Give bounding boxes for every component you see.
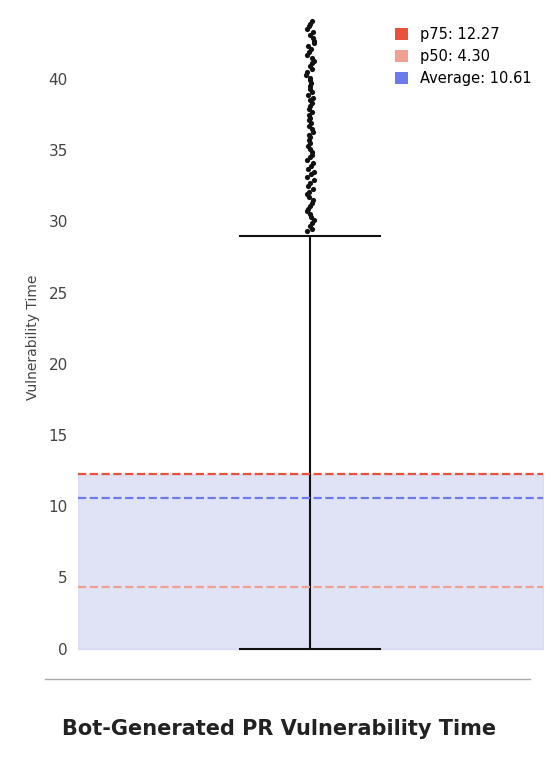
Point	[307, 197, 316, 209]
Point	[302, 66, 311, 78]
Point	[307, 106, 316, 118]
Point	[309, 126, 318, 138]
Point	[305, 94, 314, 107]
Point	[307, 58, 316, 70]
Point	[306, 60, 315, 72]
Point	[306, 100, 315, 112]
Text: Bot-Generated PR Vulnerability Time: Bot-Generated PR Vulnerability Time	[62, 719, 496, 739]
Point	[304, 114, 313, 127]
Point	[308, 194, 317, 206]
Point	[306, 160, 315, 172]
Point	[306, 168, 315, 180]
Point	[305, 134, 314, 146]
Point	[304, 163, 312, 175]
Point	[302, 171, 311, 183]
Point	[306, 117, 315, 130]
Point	[302, 49, 311, 61]
Point	[302, 69, 311, 81]
Point	[307, 86, 316, 98]
Point	[310, 214, 319, 226]
Point	[306, 43, 315, 55]
Point	[307, 77, 316, 90]
Point	[304, 179, 312, 192]
Point	[304, 186, 313, 198]
Point	[304, 89, 312, 101]
Point	[306, 18, 315, 30]
Point	[307, 217, 316, 229]
Point	[307, 51, 316, 64]
Point	[309, 35, 318, 47]
Point	[309, 183, 318, 195]
Point	[303, 23, 312, 35]
Point	[307, 63, 316, 75]
Point	[307, 97, 316, 110]
Point	[310, 38, 319, 50]
Point	[305, 219, 314, 232]
Point	[308, 123, 317, 135]
Point	[306, 131, 315, 143]
Point	[309, 91, 318, 104]
Point	[306, 199, 315, 212]
Point	[303, 154, 312, 166]
Point	[309, 157, 318, 170]
Point	[306, 29, 315, 41]
Point	[306, 211, 315, 223]
Point	[309, 26, 318, 38]
Point	[308, 148, 317, 160]
Point	[304, 202, 313, 215]
Point	[304, 120, 313, 132]
Point	[309, 166, 318, 178]
Point	[308, 222, 317, 235]
Point	[304, 46, 313, 58]
Point	[304, 140, 312, 152]
Point	[305, 177, 314, 189]
Point	[305, 128, 314, 140]
Point	[309, 54, 318, 67]
Point	[307, 15, 316, 27]
Point	[302, 188, 311, 200]
Point	[305, 80, 314, 92]
Point	[305, 103, 314, 115]
Point	[305, 111, 314, 123]
Legend: p75: 12.27, p50: 4.30, Average: 10.61: p75: 12.27, p50: 4.30, Average: 10.61	[391, 22, 536, 91]
Point	[305, 108, 314, 120]
Point	[307, 146, 316, 158]
Point	[306, 74, 315, 87]
Point	[305, 83, 314, 95]
Point	[304, 40, 312, 52]
Point	[304, 20, 313, 32]
Point	[309, 31, 318, 44]
Point	[309, 174, 318, 186]
Point	[302, 206, 311, 218]
Point	[302, 225, 311, 238]
Point	[306, 208, 315, 220]
Point	[305, 191, 314, 203]
Point	[306, 137, 315, 150]
Point	[305, 71, 314, 84]
Y-axis label: Vulnerability Time: Vulnerability Time	[26, 275, 40, 400]
Point	[306, 143, 315, 155]
Point	[306, 151, 315, 163]
